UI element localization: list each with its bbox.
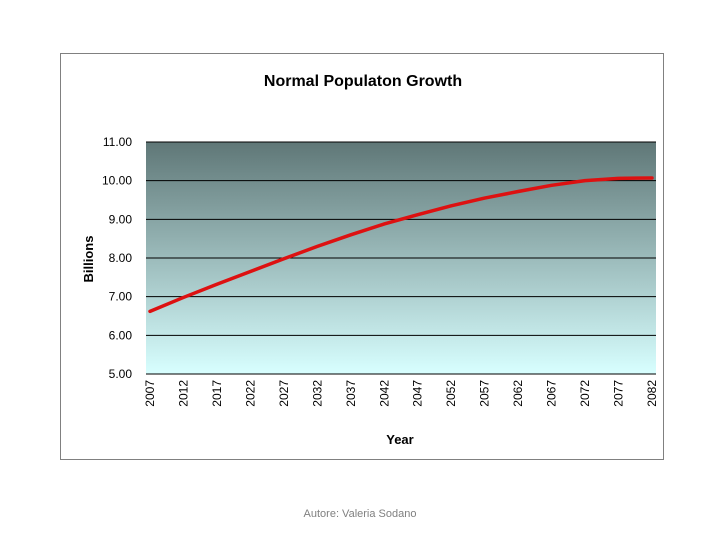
x-tick-label: 2082 xyxy=(645,380,659,407)
footer-credit: Autore: Valeria Sodano xyxy=(303,508,417,520)
y-tick-label: 11.00 xyxy=(103,135,132,149)
x-tick-label: 2052 xyxy=(444,380,458,407)
x-axis-title: Year xyxy=(386,432,413,447)
series-line-0 xyxy=(148,176,654,314)
x-tick-label: 2042 xyxy=(377,380,391,407)
y-tick-label: 7.00 xyxy=(109,290,133,304)
x-tick-label: 2032 xyxy=(310,380,324,407)
x-tick-label: 2072 xyxy=(578,380,592,407)
x-tick-label: 2057 xyxy=(478,380,492,407)
x-tick-labels: 2007 2012 2017 2022 2027 2032 2037 2042 2047 2052… xyxy=(143,380,659,407)
y-axis-title: Billions xyxy=(81,236,96,283)
y-tick-label: 8.00 xyxy=(109,251,133,265)
chart-title: Normal Populaton Growth xyxy=(264,73,462,90)
x-tick-label: 2062 xyxy=(511,380,525,407)
x-tick-label: 2077 xyxy=(612,380,626,407)
x-tick-label: 2027 xyxy=(277,380,291,407)
x-tick-label: 2047 xyxy=(411,380,425,407)
chart-svg: Normal Populaton Growth 11.00 10.00 9.00 8.… xyxy=(81,73,659,447)
x-tick-label: 2067 xyxy=(545,380,559,407)
y-tick-label: 5.00 xyxy=(109,367,133,381)
chart-frame: Normal Populaton Growth 11.00 10.00 9.00 8.… xyxy=(60,53,664,460)
x-tick-label: 2037 xyxy=(344,380,358,407)
x-tick-label: 2017 xyxy=(210,380,224,407)
y-tick-label: 9.00 xyxy=(109,212,133,226)
x-tick-label: 2007 xyxy=(143,380,157,407)
series-layer xyxy=(148,176,654,314)
y-tick-label: 10.00 xyxy=(102,174,132,188)
x-tick-label: 2012 xyxy=(176,380,190,407)
y-tick-label: 6.00 xyxy=(109,328,133,342)
x-tick-label: 2022 xyxy=(243,380,257,407)
y-tick-labels: 11.00 10.00 9.00 8.00 7.00 6.00 5.00 xyxy=(102,135,132,381)
